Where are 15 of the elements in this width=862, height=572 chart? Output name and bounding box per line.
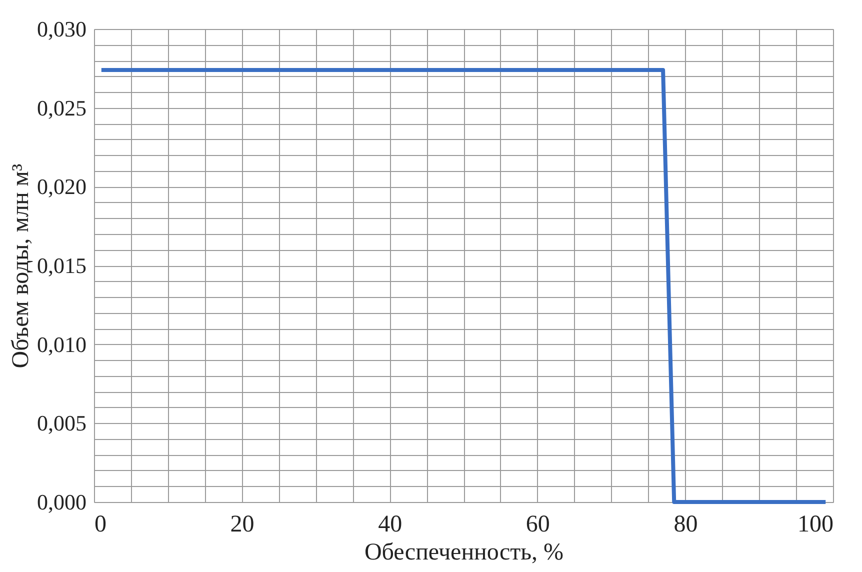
y-tick-label: 0,000 xyxy=(37,490,86,514)
x-axis-title: Обеспеченность, % xyxy=(364,540,564,566)
y-tick-label: 0,030 xyxy=(37,16,86,42)
y-tick-label: 0,025 xyxy=(37,95,86,120)
y-tick-label: 0,020 xyxy=(37,174,86,200)
x-tick-label: 80 xyxy=(674,512,698,538)
y-tick-label: 0,005 xyxy=(37,410,86,436)
y-tick-label: 0,015 xyxy=(37,253,86,278)
x-tick-label: 20 xyxy=(230,512,254,538)
x-tick-label: 100 xyxy=(798,512,834,538)
y-tick-label: 0,010 xyxy=(37,332,86,357)
x-tick-label: 60 xyxy=(526,512,550,538)
y-axis-title: Объем воды, млн м³ xyxy=(8,164,34,368)
x-tick-label: 40 xyxy=(378,512,402,538)
x-tick-label: 0 xyxy=(94,512,106,538)
